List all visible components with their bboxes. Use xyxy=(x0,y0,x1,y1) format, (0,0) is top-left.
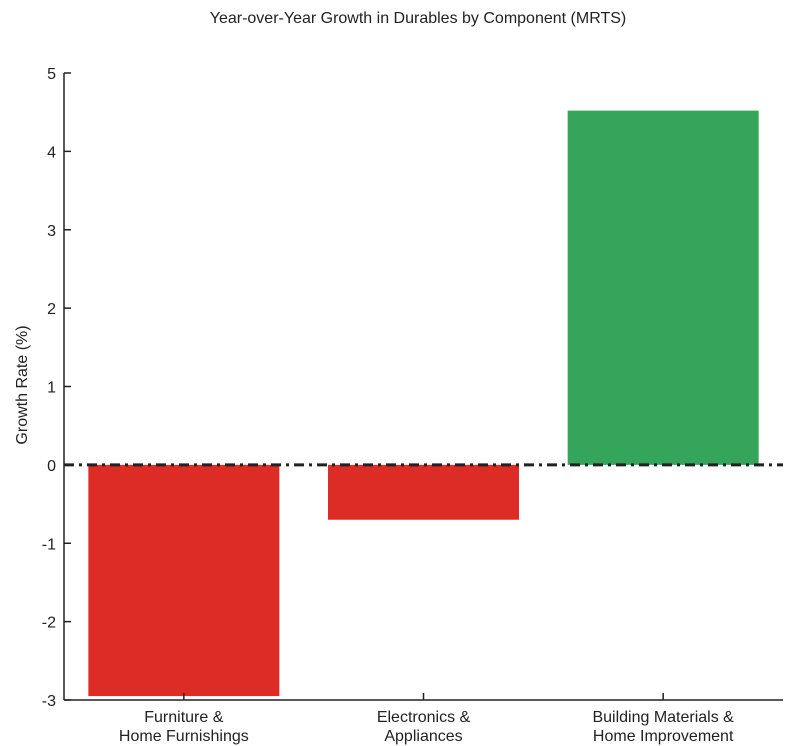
bar xyxy=(567,110,759,465)
chart-title: Year-over-Year Growth in Durables by Com… xyxy=(210,10,626,27)
x-tick-label: Electronics & Appliances xyxy=(377,709,471,745)
y-tick-label: 3 xyxy=(47,223,56,240)
y-tick-label: 2 xyxy=(47,301,56,318)
bar xyxy=(328,464,519,520)
y-tick-label: 5 xyxy=(47,66,56,83)
y-tick-label: -1 xyxy=(42,536,56,553)
y-tick-label: -3 xyxy=(42,693,56,710)
y-axis-title: Growth Rate (%) xyxy=(14,325,31,444)
bar xyxy=(88,464,280,697)
x-tick-label: Furniture & Home Furnishings xyxy=(119,709,249,745)
x-tick-label: Building Materials & Home Improvement xyxy=(592,709,734,745)
y-tick-label: 4 xyxy=(47,144,56,161)
y-tick-label: -2 xyxy=(42,615,56,632)
y-tick-label: 0 xyxy=(47,458,56,475)
y-tick-label: 1 xyxy=(47,380,56,397)
